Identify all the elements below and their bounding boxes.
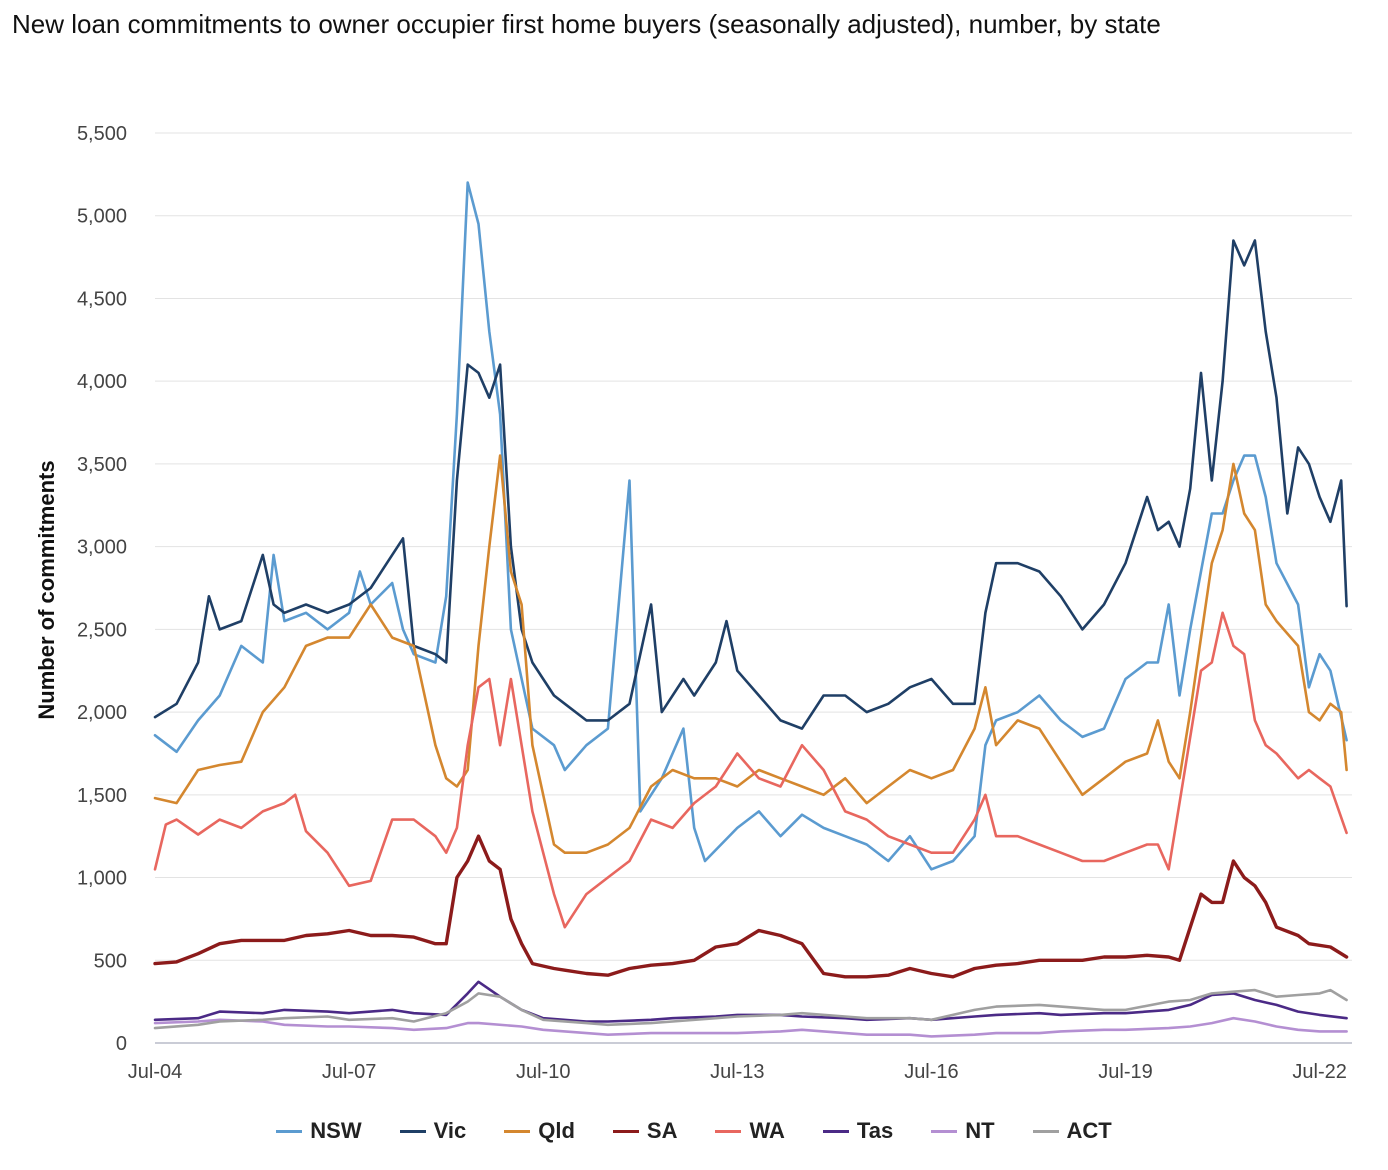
y-axis: 0 500 1,000 1,500 2,000 2,500 3,000 3,500 4,000 4… bbox=[77, 123, 127, 1055]
legend-swatch bbox=[822, 1129, 849, 1133]
y-tick-label: 500 bbox=[94, 950, 127, 972]
x-tick-label: Jul-19 bbox=[1098, 1061, 1152, 1083]
legend-item-vic[interactable]: Vic bbox=[399, 1118, 467, 1144]
x-axis: Jul-04 Jul-07 Jul-10 Jul-13 Jul-16 Jul-19 Jul-… bbox=[128, 1061, 1347, 1083]
legend-swatch bbox=[715, 1129, 742, 1133]
series-line-act bbox=[153, 988, 1348, 1030]
x-tick-label: Jul-13 bbox=[710, 1061, 764, 1083]
legend-swatch bbox=[276, 1129, 303, 1133]
y-tick-label: 3,500 bbox=[77, 454, 127, 476]
legend-item-nsw[interactable]: NSW bbox=[276, 1118, 362, 1144]
y-tick-label: 0 bbox=[116, 1033, 127, 1055]
series-line-nsw bbox=[153, 181, 1348, 871]
legend-label: Tas bbox=[856, 1118, 894, 1143]
legend-swatch bbox=[612, 1129, 639, 1133]
x-tick-label: Jul-22 bbox=[1292, 1061, 1346, 1083]
x-tick-label: Jul-16 bbox=[904, 1061, 958, 1083]
line-chart: 0 500 1,000 1,500 2,000 2,500 3,000 3,500 4,000 4… bbox=[34, 123, 1352, 1083]
legend-label: NSW bbox=[310, 1118, 362, 1143]
y-tick-label: 1,500 bbox=[77, 785, 127, 807]
legend-item-act[interactable]: ACT bbox=[1032, 1118, 1112, 1144]
legend-swatch bbox=[931, 1129, 958, 1133]
legend-label: WA bbox=[749, 1118, 785, 1143]
x-tick-label: Jul-10 bbox=[516, 1061, 570, 1083]
legend-item-tas[interactable]: Tas bbox=[822, 1118, 894, 1144]
legend: NSW Vic Qld SA WA Tas NT ACT bbox=[0, 1118, 1388, 1144]
legend-item-wa[interactable]: WA bbox=[715, 1118, 785, 1144]
y-tick-label: 5,500 bbox=[77, 123, 127, 145]
y-tick-label: 3,000 bbox=[77, 537, 127, 559]
chart-title: New loan commitments to owner occupier f… bbox=[12, 9, 1161, 39]
series-lines bbox=[153, 181, 1349, 1038]
series-line-nt bbox=[153, 1016, 1348, 1038]
series-line-sa bbox=[153, 834, 1349, 979]
gridlines bbox=[155, 132, 1352, 1044]
legend-item-nt[interactable]: NT bbox=[931, 1118, 995, 1144]
y-tick-label: 5,000 bbox=[77, 206, 127, 228]
x-tick-label: Jul-07 bbox=[322, 1061, 376, 1083]
y-tick-label: 1,000 bbox=[77, 868, 127, 890]
y-tick-label: 4,500 bbox=[77, 288, 127, 310]
legend-swatch bbox=[1032, 1129, 1059, 1133]
legend-item-sa[interactable]: SA bbox=[612, 1118, 678, 1144]
legend-label: NT bbox=[965, 1118, 995, 1143]
legend-item-qld[interactable]: Qld bbox=[504, 1118, 575, 1144]
series-line-vic bbox=[153, 239, 1348, 730]
legend-label: Qld bbox=[538, 1118, 575, 1143]
legend-swatch bbox=[399, 1129, 426, 1133]
y-tick-label: 2,000 bbox=[77, 702, 127, 724]
y-tick-label: 4,000 bbox=[77, 371, 127, 393]
y-tick-label: 2,500 bbox=[77, 619, 127, 641]
legend-swatch bbox=[504, 1129, 531, 1133]
x-tick-label: Jul-04 bbox=[128, 1061, 182, 1083]
legend-label: SA bbox=[646, 1118, 678, 1143]
series-line-wa bbox=[153, 611, 1348, 929]
y-axis-label: Number of commitments bbox=[34, 460, 59, 719]
legend-label: Vic bbox=[433, 1118, 467, 1143]
legend-label: ACT bbox=[1066, 1118, 1112, 1143]
series-line-qld bbox=[153, 454, 1348, 855]
